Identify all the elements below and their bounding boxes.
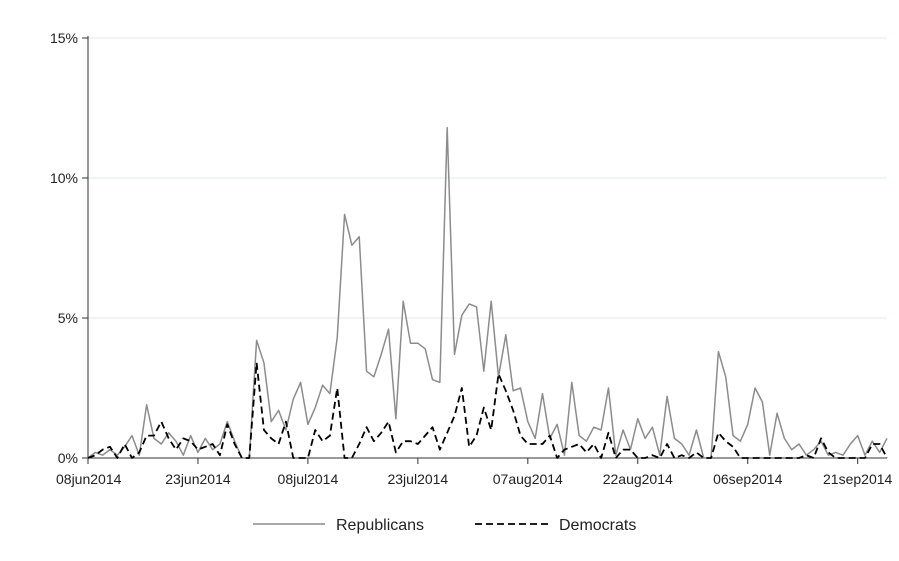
y-tick-label: 0%: [58, 450, 78, 466]
legend-label-republicans: Republicans: [336, 517, 424, 534]
y-tick-label: 5%: [58, 310, 78, 326]
series-lines: [87, 126, 888, 459]
x-tick-label: 23jun2014: [165, 471, 231, 487]
x-tick-label: 06sep2014: [713, 471, 783, 487]
x-tick-label: 08jun2014: [56, 471, 122, 487]
legend: Republicans Democrats: [253, 517, 636, 534]
y-tick-label: 15%: [50, 30, 78, 46]
gridlines: [88, 37, 887, 319]
x-tick-label: 08jul2014: [278, 471, 339, 487]
legend-label-democrats: Democrats: [559, 517, 636, 534]
x-tick-label: 21sep2014: [823, 471, 893, 487]
x-tick-label: 23jul2014: [387, 471, 448, 487]
series-line-democrats: [87, 361, 888, 459]
x-tick-label: 22aug2014: [603, 471, 673, 487]
series-line-republicans: [87, 126, 888, 459]
axes: 0% 5% 10% 15% 08jun2014 23jun2014 08jul2014 23j…: [50, 30, 893, 487]
y-tick-label: 10%: [50, 170, 78, 186]
x-tick-label: 07aug2014: [493, 471, 563, 487]
